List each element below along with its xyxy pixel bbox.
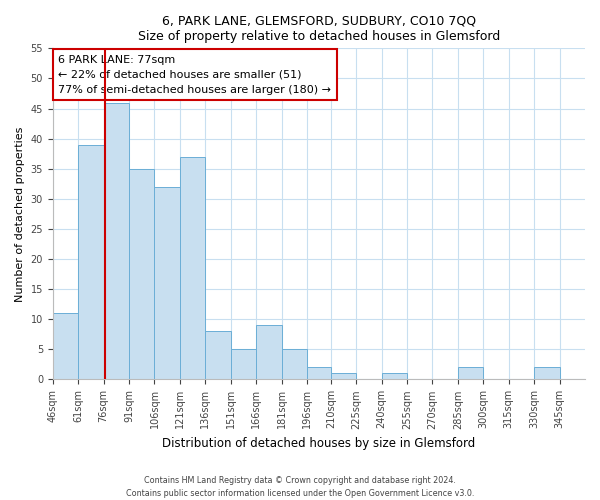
Bar <box>129 168 154 380</box>
Bar <box>231 350 256 380</box>
Bar <box>180 156 205 380</box>
Text: 6 PARK LANE: 77sqm
← 22% of detached houses are smaller (51)
77% of semi-detache: 6 PARK LANE: 77sqm ← 22% of detached hou… <box>58 55 331 94</box>
Bar <box>307 368 331 380</box>
Bar <box>256 326 281 380</box>
Bar <box>331 374 356 380</box>
Bar <box>104 102 129 380</box>
Bar <box>458 368 484 380</box>
Y-axis label: Number of detached properties: Number of detached properties <box>15 126 25 302</box>
Bar <box>78 144 104 380</box>
X-axis label: Distribution of detached houses by size in Glemsford: Distribution of detached houses by size … <box>162 437 476 450</box>
Bar <box>205 332 231 380</box>
Text: Contains HM Land Registry data © Crown copyright and database right 2024.
Contai: Contains HM Land Registry data © Crown c… <box>126 476 474 498</box>
Bar <box>53 313 78 380</box>
Bar <box>534 368 560 380</box>
Title: 6, PARK LANE, GLEMSFORD, SUDBURY, CO10 7QQ
Size of property relative to detached: 6, PARK LANE, GLEMSFORD, SUDBURY, CO10 7… <box>138 15 500 43</box>
Bar <box>154 187 180 380</box>
Bar <box>281 350 307 380</box>
Bar <box>382 374 407 380</box>
